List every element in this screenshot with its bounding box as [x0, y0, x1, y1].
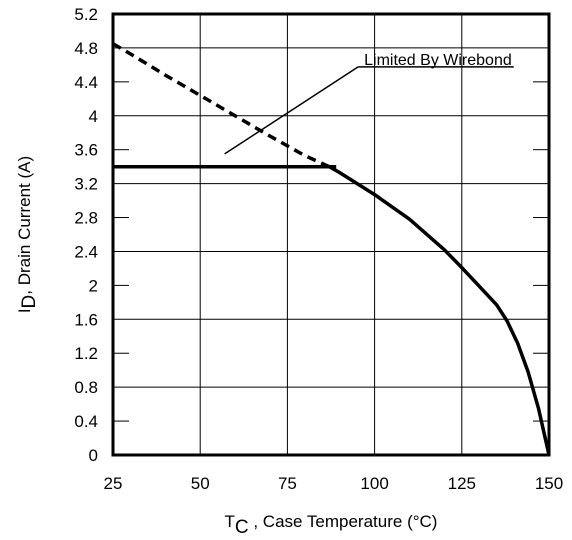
y-tick-label: 4.8 — [74, 39, 98, 58]
x-axis-title: TC , Case Temperature (°C) — [225, 512, 438, 538]
series — [112, 42, 551, 456]
y-tick-label: 3.6 — [74, 141, 98, 160]
dashed-curve — [112, 42, 331, 169]
grid — [113, 13, 549, 455]
x-tick-label: 25 — [104, 474, 123, 493]
y-tick-label: 4.4 — [74, 73, 98, 92]
y-tick-label: 4 — [89, 107, 98, 126]
y-tick-label: 0.4 — [74, 412, 98, 431]
y-axis-title-subscript: D — [19, 295, 40, 309]
y-axis-title-text: , Drain Current (A) — [15, 156, 34, 295]
x-tick-label: 75 — [278, 474, 297, 493]
x-tick-label: 150 — [535, 474, 563, 493]
annotation-label: Limited By Wirebond — [364, 52, 512, 69]
y-tick-label: 2 — [89, 276, 98, 295]
x-axis-ticks: 25 50 75 100 125 150 — [104, 474, 564, 493]
y-axis-ticks: 0 0.4 0.8 1.2 1.6 2 2.4 2.8 3.2 3.6 4 4.4 4.8 5.2 — [74, 5, 98, 465]
y-tick-label: 0 — [89, 446, 98, 465]
x-axis-title-text: , Case Temperature (°C) — [249, 512, 438, 531]
solid-curve-2 — [328, 165, 551, 456]
plot-frame — [111, 12, 551, 457]
x-axis-title-subscript: C — [235, 517, 249, 538]
annotations: Limited By Wirebond — [224, 52, 514, 155]
x-tick-label: 125 — [448, 474, 476, 493]
y-tick-label: 2.4 — [74, 242, 98, 261]
y-axis-title: ID, Drain Current (A) — [15, 156, 40, 313]
y-tick-label: 1.6 — [74, 310, 98, 329]
y-tick-label: 2.8 — [74, 209, 98, 228]
y-tick-label: 0.8 — [74, 378, 98, 397]
x-tick-label: 100 — [360, 474, 388, 493]
x-tick-label: 50 — [191, 474, 210, 493]
y-axis-title-symbol: I — [15, 308, 34, 313]
x-axis-title-symbol: T — [225, 512, 235, 531]
y-tick-label: 1.2 — [74, 344, 98, 363]
y-tick-label: 3.2 — [74, 175, 98, 194]
annotation-leader-line — [224, 66, 359, 155]
y-tick-label: 5.2 — [74, 5, 98, 24]
